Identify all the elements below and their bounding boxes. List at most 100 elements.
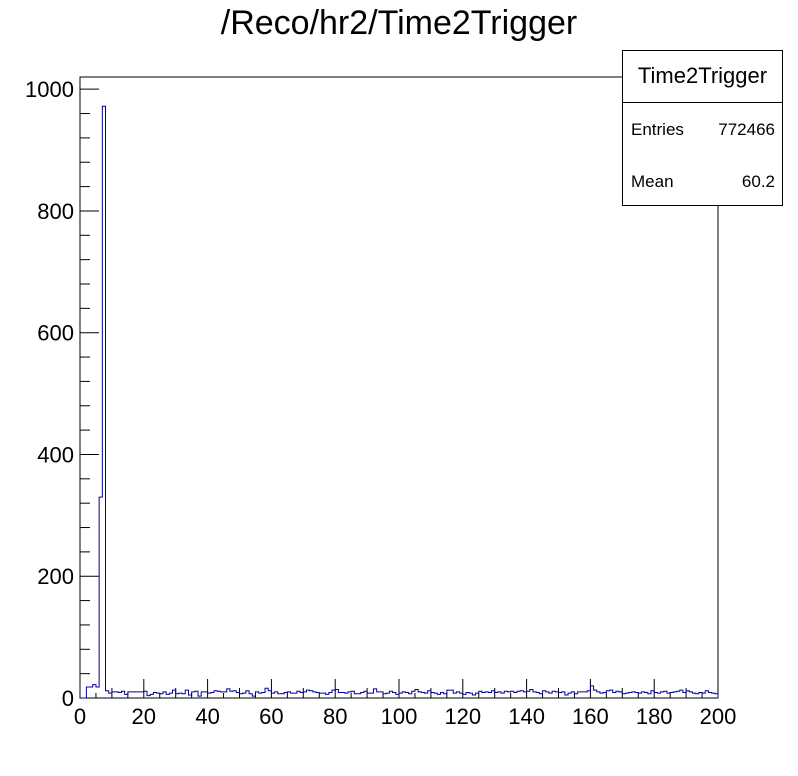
histogram-bin	[409, 694, 412, 698]
histogram-bin	[530, 689, 533, 698]
histogram-bin	[523, 692, 526, 698]
histogram-bin	[689, 692, 692, 698]
y-tick-label: 800	[37, 199, 74, 224]
histogram-bin	[699, 693, 702, 698]
histogram-bin	[507, 692, 510, 698]
histogram-bin	[259, 693, 262, 698]
histogram-bin	[635, 693, 638, 698]
histogram-bin	[657, 693, 660, 698]
histogram-bin	[383, 694, 386, 698]
histogram-bin	[453, 693, 456, 698]
histogram-bin	[265, 688, 268, 698]
histogram-bin	[291, 693, 294, 698]
histogram-bin	[431, 693, 434, 698]
histogram-bin	[485, 692, 488, 698]
histogram-bin	[329, 693, 332, 698]
histogram-bin	[517, 691, 520, 698]
histogram-bin	[227, 689, 230, 698]
histogram-bin	[536, 693, 539, 698]
histogram-bin	[361, 693, 364, 698]
histogram-bin	[673, 692, 676, 698]
histogram-bin	[578, 692, 581, 698]
histogram-bin	[587, 691, 590, 698]
histogram-bin	[271, 693, 274, 698]
histogram-bin	[294, 693, 297, 698]
histogram-bin	[236, 693, 239, 698]
histogram-bin	[495, 693, 498, 698]
histogram-bin	[373, 689, 376, 698]
histogram-bin	[306, 690, 309, 698]
histogram-bin	[150, 694, 153, 698]
histogram-bin	[351, 691, 354, 698]
histogram-bin	[574, 694, 577, 698]
histogram-bin	[389, 691, 392, 698]
chart-title: /Reco/hr2/Time2Trigger	[220, 4, 578, 42]
histogram-bin	[533, 692, 536, 698]
histogram-bin	[144, 691, 147, 698]
histogram-bin	[128, 692, 131, 698]
histogram-bin	[581, 692, 584, 698]
histogram-bin	[141, 692, 144, 698]
histogram-bin	[463, 694, 466, 698]
histogram-bin	[418, 692, 421, 698]
histogram-bin	[137, 692, 140, 698]
histogram-bin	[380, 692, 383, 698]
histogram-bin	[460, 693, 463, 698]
histogram-bin	[348, 692, 351, 698]
histogram-bin	[322, 693, 325, 698]
histogram-bin	[450, 690, 453, 698]
histogram-bin	[405, 693, 408, 698]
histogram-bin	[176, 694, 179, 698]
histogram-bin	[527, 691, 530, 698]
histogram-bin	[482, 693, 485, 698]
stats-entries-label: Entries	[631, 120, 684, 139]
y-tick-label: 400	[37, 442, 74, 467]
histogram-bin	[198, 696, 201, 698]
histogram-bin	[163, 692, 166, 698]
histogram-bin	[332, 690, 335, 698]
histogram-bin	[326, 694, 329, 698]
histogram-bin	[603, 693, 606, 698]
x-tick-label: 120	[444, 704, 481, 729]
histogram-bin	[501, 693, 504, 698]
histogram-bin	[262, 693, 265, 698]
histogram-bin	[377, 692, 380, 698]
histogram-bin	[619, 692, 622, 698]
histogram-bin	[275, 692, 278, 698]
histogram-bin	[399, 693, 402, 698]
histogram-bin	[686, 691, 689, 698]
histogram-bin	[112, 692, 115, 698]
histogram-bin	[204, 692, 207, 698]
histogram-bin	[335, 689, 338, 698]
stats-box-title: Time2Trigger	[623, 51, 782, 103]
histogram-bin	[195, 691, 198, 698]
histogram-bin	[354, 694, 357, 698]
histogram-bin	[692, 693, 695, 698]
histogram-bin	[555, 692, 558, 698]
histogram-bin	[708, 693, 711, 698]
histogram-bin	[268, 691, 271, 698]
histogram-bin	[549, 693, 552, 698]
histogram-bin	[584, 692, 587, 698]
histogram-bin	[594, 690, 597, 698]
histogram-bin	[287, 692, 290, 698]
histogram-bin	[667, 693, 670, 698]
histogram-bin	[622, 694, 625, 698]
histogram-bin	[386, 693, 389, 698]
histogram-bin	[153, 693, 156, 698]
histogram-bin	[188, 695, 191, 698]
histogram-bin	[568, 693, 571, 698]
histogram-bin	[230, 691, 233, 698]
y-tick-label: 600	[37, 321, 74, 346]
histogram-bin	[434, 693, 437, 698]
histogram-bin	[421, 693, 424, 698]
histogram-bin	[115, 692, 118, 698]
stats-mean-value: 60.2	[741, 172, 775, 191]
histogram-bin	[600, 693, 603, 698]
histogram-bin	[498, 692, 501, 698]
histogram-bin	[715, 694, 718, 698]
y-tick-label: 1000	[25, 77, 74, 102]
histogram-bin	[364, 691, 367, 698]
histogram-bin	[562, 692, 565, 698]
